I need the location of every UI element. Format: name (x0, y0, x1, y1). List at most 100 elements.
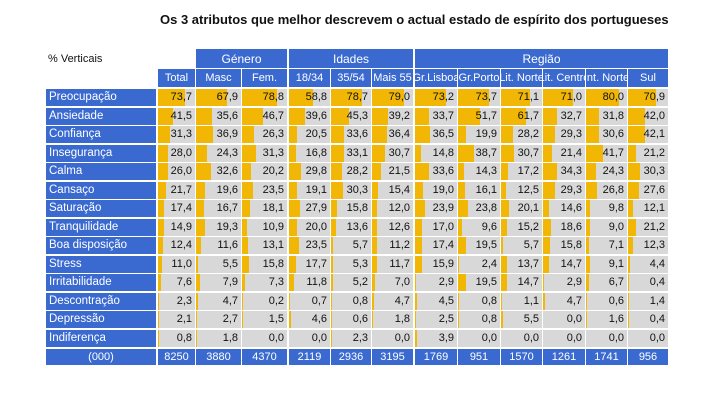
table-cell: 30,6 (586, 126, 627, 143)
table-cell: 2,4 (458, 256, 500, 273)
value-bar (543, 145, 552, 162)
value-bar (158, 89, 186, 106)
base-cell: 3880 (196, 349, 241, 365)
table-cell: 4,4 (628, 256, 668, 273)
table-cell: 0,8 (331, 293, 371, 310)
table-cell: 0,0 (628, 330, 668, 347)
base-cell: 1769 (415, 349, 457, 365)
cell-value: 7,3 (268, 276, 284, 288)
table-cell: 18,6 (543, 219, 585, 236)
table-cell: 5,7 (501, 237, 542, 254)
cell-value: 0,0 (394, 332, 410, 344)
cell-value: 73,2 (432, 91, 454, 103)
table-cell: 21,2 (628, 219, 668, 236)
value-bar (501, 311, 504, 328)
cell-value: 61,7 (517, 110, 539, 122)
cell-value: 32,6 (216, 165, 238, 177)
table-cell: 67,9 (196, 89, 241, 106)
table-cell: 15,8 (242, 256, 287, 273)
cell-value: 12,3 (643, 239, 665, 251)
table-cell: 0,7 (289, 293, 330, 310)
value-bar (501, 237, 504, 254)
table-cell: 9,1 (586, 256, 627, 273)
cell-value: 9,6 (481, 221, 497, 233)
table-cell: 19,3 (196, 219, 241, 236)
table-cell: 58,8 (289, 89, 330, 106)
table-cell: 28,2 (501, 126, 542, 143)
cell-value: 73,7 (170, 91, 192, 103)
cell-value: 36,4 (388, 128, 410, 140)
cell-value: 20,1 (517, 202, 539, 214)
table-cell: 2,3 (331, 330, 371, 347)
value-bar (289, 108, 306, 125)
cell-value: 29,3 (560, 128, 582, 140)
cell-value: 27,9 (305, 202, 327, 214)
value-bar (543, 237, 550, 254)
column-header: Gr.Lisboa (415, 69, 457, 87)
table-cell: 17,7 (289, 256, 330, 273)
table-cell: 2,3 (158, 293, 195, 310)
cell-value: 28,2 (517, 128, 539, 140)
row-label: Stress (46, 256, 156, 273)
cell-value: 31,3 (262, 147, 284, 159)
cell-value: 5,7 (523, 239, 539, 251)
value-bar (586, 89, 619, 106)
table-cell: 20,1 (501, 200, 542, 217)
table-cell: 0,0 (372, 330, 413, 347)
value-bar (415, 108, 430, 125)
value-bar (415, 293, 417, 310)
cell-value: 14,3 (475, 165, 497, 177)
value-bar (196, 200, 204, 217)
cell-value: 4,7 (394, 295, 410, 307)
table-cell: 13,6 (331, 219, 371, 236)
table-cell: 31,3 (242, 145, 287, 162)
value-bar (158, 237, 163, 254)
value-bar (196, 219, 205, 236)
cell-value: 23,5 (262, 184, 284, 196)
cell-value: 16,1 (475, 184, 497, 196)
cell-value: 31,3 (170, 128, 192, 140)
value-bar (242, 182, 253, 199)
value-bar (458, 200, 468, 217)
value-bar (372, 145, 385, 162)
value-bar (415, 126, 431, 143)
cell-value: 24,3 (602, 165, 624, 177)
table-cell: 30,7 (501, 145, 542, 162)
value-bar (331, 237, 334, 254)
cell-value: 4,5 (438, 295, 454, 307)
cell-value: 30,6 (602, 128, 624, 140)
cell-value: 0,0 (608, 332, 624, 344)
row-label: Insegurança (46, 145, 156, 162)
column-header: 18/34 (289, 69, 330, 87)
value-bar (372, 182, 379, 199)
cell-value: 58,8 (305, 91, 327, 103)
cell-value: 36,9 (216, 128, 238, 140)
value-bar (628, 163, 641, 180)
table-cell: 1,8 (196, 330, 241, 347)
table-cell: 23,5 (242, 182, 287, 199)
base-cell: 8250 (158, 349, 195, 365)
value-bar (289, 200, 301, 217)
table-cell: 42,1 (628, 126, 668, 143)
table-cell: 78,7 (331, 89, 371, 106)
cell-value: 15,9 (432, 258, 454, 270)
table-cell: 41,7 (586, 145, 627, 162)
table-cell: 46,7 (242, 108, 287, 125)
value-bar (458, 126, 467, 143)
table-cell: 4,7 (543, 293, 585, 310)
table-cell: 9,0 (586, 219, 627, 236)
table-cell: 14,9 (158, 219, 195, 236)
cell-value: 2,9 (438, 276, 454, 288)
cell-value: 4,6 (311, 313, 327, 325)
table-cell: 70,9 (628, 89, 668, 106)
row-label: Depressão (46, 311, 156, 328)
table-cell: 19,1 (289, 182, 330, 199)
base-cell: 1741 (586, 349, 627, 365)
value-bar (415, 163, 430, 180)
table-cell: 0,6 (331, 311, 371, 328)
table-cell: 33,6 (331, 126, 371, 143)
cell-value: 9,8 (608, 202, 624, 214)
table-cell: 38,7 (458, 145, 500, 162)
value-bar (458, 89, 489, 106)
row-label: Tranquilidade (46, 219, 156, 236)
